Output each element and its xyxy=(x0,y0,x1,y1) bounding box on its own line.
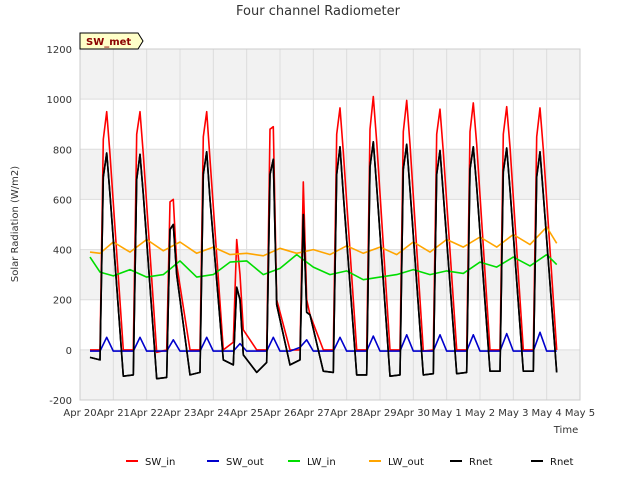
series-line-sw-out xyxy=(90,331,557,352)
x-tick-label: Apr 25 xyxy=(230,408,263,419)
plot-band xyxy=(80,149,580,200)
x-tick-label: May 1 xyxy=(432,408,462,419)
y-tick-label: 800 xyxy=(53,145,72,156)
x-tick-label: Apr 28 xyxy=(330,408,363,419)
x-tick-label: Apr 20 xyxy=(63,408,96,419)
y-tick-label: 0 xyxy=(66,346,72,357)
site-badge-label: SW_met xyxy=(86,37,131,48)
legend-label: LW_in xyxy=(307,457,336,468)
legend: SW_in SW_out LW_in LW_out Rnet Rnet xyxy=(126,457,573,468)
chart-title: Four channel Radiometer xyxy=(236,4,401,19)
x-tick-label: Apr 29 xyxy=(363,408,396,419)
y-axis-ticks: -200 0 200 400 600 800 1000 1200 xyxy=(47,45,72,407)
x-axis-title: Time xyxy=(553,425,578,436)
x-tick-label: Apr 22 xyxy=(130,408,163,419)
series-lines xyxy=(89,95,558,380)
y-tick-label: 1200 xyxy=(47,45,72,56)
y-tick-label: 1000 xyxy=(47,95,72,106)
plot-band xyxy=(80,349,580,400)
x-axis-ticks: Apr 20 Apr 21 Apr 22 Apr 23 Apr 24 Apr 25 Apr … xyxy=(63,408,595,419)
legend-label: SW_in xyxy=(145,457,175,468)
legend-label: SW_out xyxy=(226,457,264,468)
x-tick-label: Apr 23 xyxy=(163,408,196,419)
x-tick-label: Apr 21 xyxy=(97,408,130,419)
x-tick-label: Apr 30 xyxy=(397,408,430,419)
plot-bands xyxy=(80,49,580,400)
series-line-lw-out xyxy=(89,226,558,257)
x-tick-label: Apr 24 xyxy=(197,408,230,419)
legend-label: Rnet xyxy=(469,457,492,468)
x-tick-label: Apr 26 xyxy=(263,408,296,419)
x-tick-label: May 4 xyxy=(532,408,562,419)
x-tick-label: May 3 xyxy=(498,408,528,419)
legend-label: LW_out xyxy=(388,457,424,468)
x-tick-label: May 2 xyxy=(465,408,495,419)
plot-band xyxy=(80,49,580,100)
x-tick-label: May 5 xyxy=(565,408,595,419)
x-tick-label: Apr 27 xyxy=(297,408,330,419)
site-badge: SW_met xyxy=(79,32,144,50)
y-tick-label: 400 xyxy=(53,246,72,257)
y-tick-label: 600 xyxy=(53,195,72,206)
series-line-rnet xyxy=(89,141,558,380)
y-tick-label: 200 xyxy=(53,296,72,307)
y-axis-title: Solar Radiation (W/m2) xyxy=(10,166,21,282)
site-badge-shape xyxy=(79,32,144,50)
legend-label: Rnet xyxy=(550,457,573,468)
y-tick-label: -200 xyxy=(49,396,72,407)
plot-frame xyxy=(79,48,581,401)
